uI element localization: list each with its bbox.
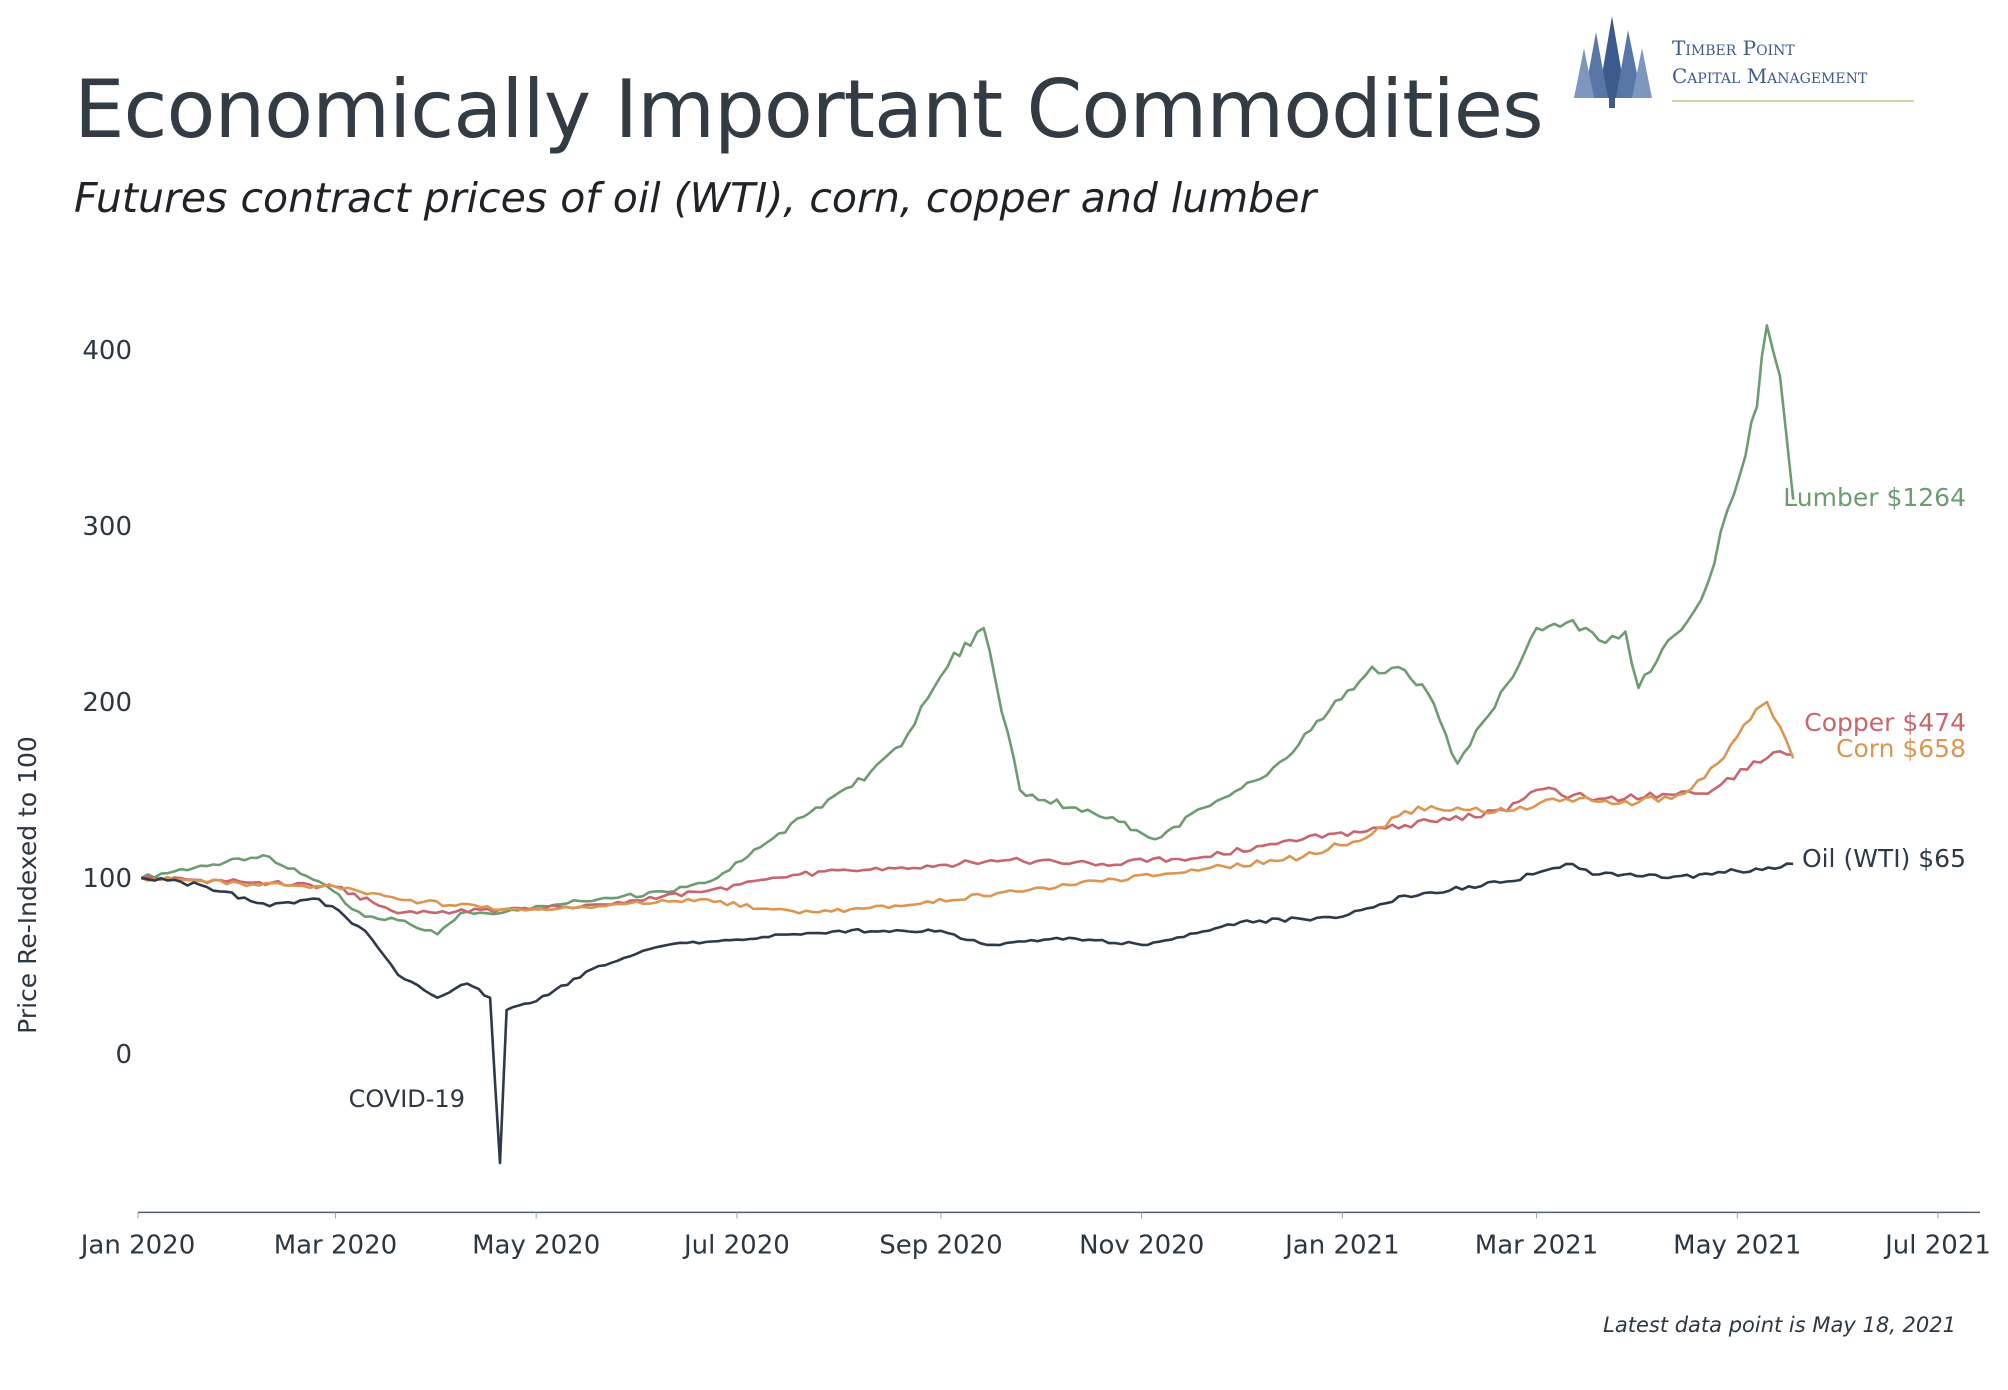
y-tick-label: 200 [82,688,132,718]
x-tick-label: Nov 2020 [1079,1230,1204,1260]
y-tick-label: 300 [82,512,132,542]
x-tick-label: Jul 2021 [1883,1230,1991,1260]
chart-subtitle: Futures contract prices of oil (WTI), co… [74,174,1317,222]
y-tick-label: 0 [115,1040,132,1070]
x-tick-label: Mar 2020 [274,1230,398,1260]
y-tick-label: 400 [82,336,132,366]
series-line-oil-wti [141,862,1794,1165]
x-tick-label: May 2020 [472,1230,600,1260]
x-tick-label: Jul 2020 [682,1230,790,1260]
chart-title: Economically Important Commodities [74,63,1544,156]
series-end-label-corn: Corn $658 [1836,734,1966,763]
series-line-lumber [140,324,1795,936]
tree-logo-icon [1574,16,1652,108]
x-tick-label: Mar 2021 [1475,1230,1599,1260]
covid-annotation: COVID-19 [349,1085,465,1113]
y-tick-label: 100 [82,864,132,894]
logo-text-line1: Timber Point [1672,36,1795,60]
y-axis-label: Price Re-Indexed to 100 [13,736,42,1034]
x-tick-label: May 2021 [1673,1230,1801,1260]
series-line-corn [140,700,1795,915]
series-end-label-copper: Copper $474 [1804,708,1966,737]
logo-text-line2: Capital Management [1672,64,1868,88]
chart-axes: Jan 2020 Mar 2020 May 2020 Jul 2020 Sep 2020… [79,336,1991,1260]
x-tick-label: Jan 2021 [1283,1230,1400,1260]
footnote: Latest data point is May 18, 2021 [1603,1313,1956,1337]
series-end-label-lumber: Lumber $1264 [1783,483,1966,512]
x-tick-label: Sep 2020 [879,1230,1002,1260]
logo: Timber Point Capital Management [1572,14,1992,110]
series-end-label-oil-wti: Oil (WTI) $65 [1802,844,1966,873]
logo-underline [1672,100,1914,102]
chart-series [140,324,1795,1165]
x-tick-label: Jan 2020 [79,1230,196,1260]
series-line-copper [141,750,1794,915]
